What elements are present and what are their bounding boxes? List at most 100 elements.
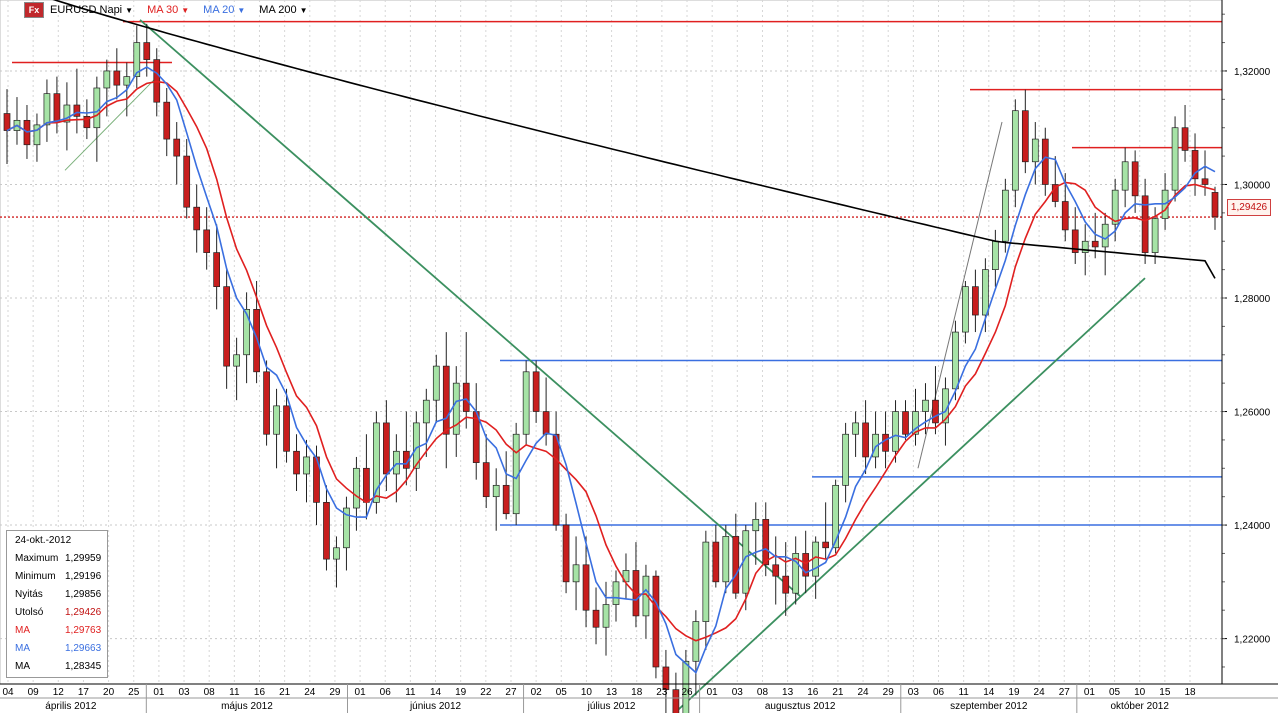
candle-body [802,553,810,577]
candle-body [73,104,81,117]
x-tick-label: 02 [531,687,543,698]
candle-body [672,689,680,713]
candle-body [902,411,909,435]
x-tick-label: 14 [430,687,442,698]
info-value: 1,29426 [65,606,102,618]
info-value: 1,29763 [65,624,102,636]
chevron-down-icon: ▼ [237,5,246,15]
y-tick-label: 1,28000 [1234,294,1271,305]
candle-body [652,575,660,668]
candle-body [532,371,540,412]
x-tick-label: 01 [355,687,367,698]
candle-body [213,252,220,288]
candle-body [542,411,550,435]
candle-body [522,371,530,435]
candle-body [1191,150,1199,180]
candle-body [452,382,460,435]
candle-body [33,124,41,146]
info-date: 24-okt.-2012 [15,535,72,546]
x-tick-label: 12 [53,687,65,698]
candle-body [63,104,71,123]
symbol-selector[interactable]: EURUSD Napi ▼ [50,4,133,16]
x-tick-label: 15 [1159,687,1171,698]
ma200-line [52,0,1216,279]
candle-body [662,666,670,691]
candle-body [892,411,899,452]
candle-body [432,365,440,401]
info-value: 1,29663 [65,642,102,654]
x-tick-label: 20 [103,687,115,698]
x-tick-label: 24 [1034,687,1046,698]
candle-body [862,422,869,458]
candle-body [323,502,330,560]
candle-body [1002,189,1009,242]
candle-body [3,113,11,131]
ma30-selector[interactable]: MA 30 ▼ [147,4,189,16]
x-tick-label: 03 [732,687,744,698]
candle-body [1171,127,1179,191]
candle-body [562,524,570,583]
x-tick-label: 03 [178,687,190,698]
candle-body [1071,229,1079,253]
candle-body [992,240,999,270]
candle-body [233,354,240,367]
candle-body [163,101,171,140]
ma30-line [6,80,1216,642]
x-tick-label: 11 [405,687,416,698]
candle-body [113,70,121,86]
candle-body [442,365,450,435]
candle-body [383,422,390,475]
x-tick-label: 11 [958,687,969,698]
candle-body [363,467,370,503]
info-row: Maximum 1,29959 [7,549,107,567]
ma200-selector[interactable]: MA 200 ▼ [259,4,307,16]
candle-body [932,399,939,424]
trend-line [64,73,161,171]
candle-body [353,467,360,509]
y-tick-label: 1,24000 [1234,521,1271,532]
candle-body [912,411,919,435]
ma20-selector[interactable]: MA 20 ▼ [203,4,245,16]
candle-body [53,93,61,123]
month-label: július 2012 [587,701,636,712]
chevron-down-icon: ▼ [181,5,190,15]
candle-body [1111,189,1119,225]
x-tick-label: 13 [606,687,618,698]
x-tick-label: 17 [78,687,90,698]
fx-logo: Fx [24,2,44,18]
month-label: június 2012 [409,701,462,712]
x-tick-label: 06 [933,687,945,698]
info-row: MA 1,28345 [7,657,107,675]
candle-body [1011,110,1019,191]
candle-body [1041,138,1049,185]
month-label: október 2012 [1111,701,1170,712]
info-label: MA [15,660,30,672]
candle-body [203,229,211,253]
month-label: augusztus 2012 [765,701,836,712]
candle-body [822,541,829,549]
ma20-line [6,66,1216,674]
candle-body [263,371,270,435]
candle-body [253,309,260,373]
candle-body [982,269,989,316]
candle-body [592,609,600,628]
candle-body [123,76,131,86]
x-tick-label: 16 [807,687,819,698]
candle-body [502,484,510,515]
candle-body [832,484,839,549]
x-tick-label: 21 [279,687,291,698]
x-tick-label: 05 [1109,687,1121,698]
candle-body [462,382,470,412]
candle-body [103,70,111,89]
y-tick-label: 1,22000 [1234,635,1271,646]
candle-body [582,564,590,611]
candle-body [612,581,620,605]
candle-body [1201,178,1209,185]
candle-body [1121,161,1129,191]
trend-line [917,121,1003,469]
moving-averages [6,0,1216,674]
x-tick-label: 19 [455,687,467,698]
candle-body [83,116,91,129]
info-label: Nyitás [15,588,43,600]
